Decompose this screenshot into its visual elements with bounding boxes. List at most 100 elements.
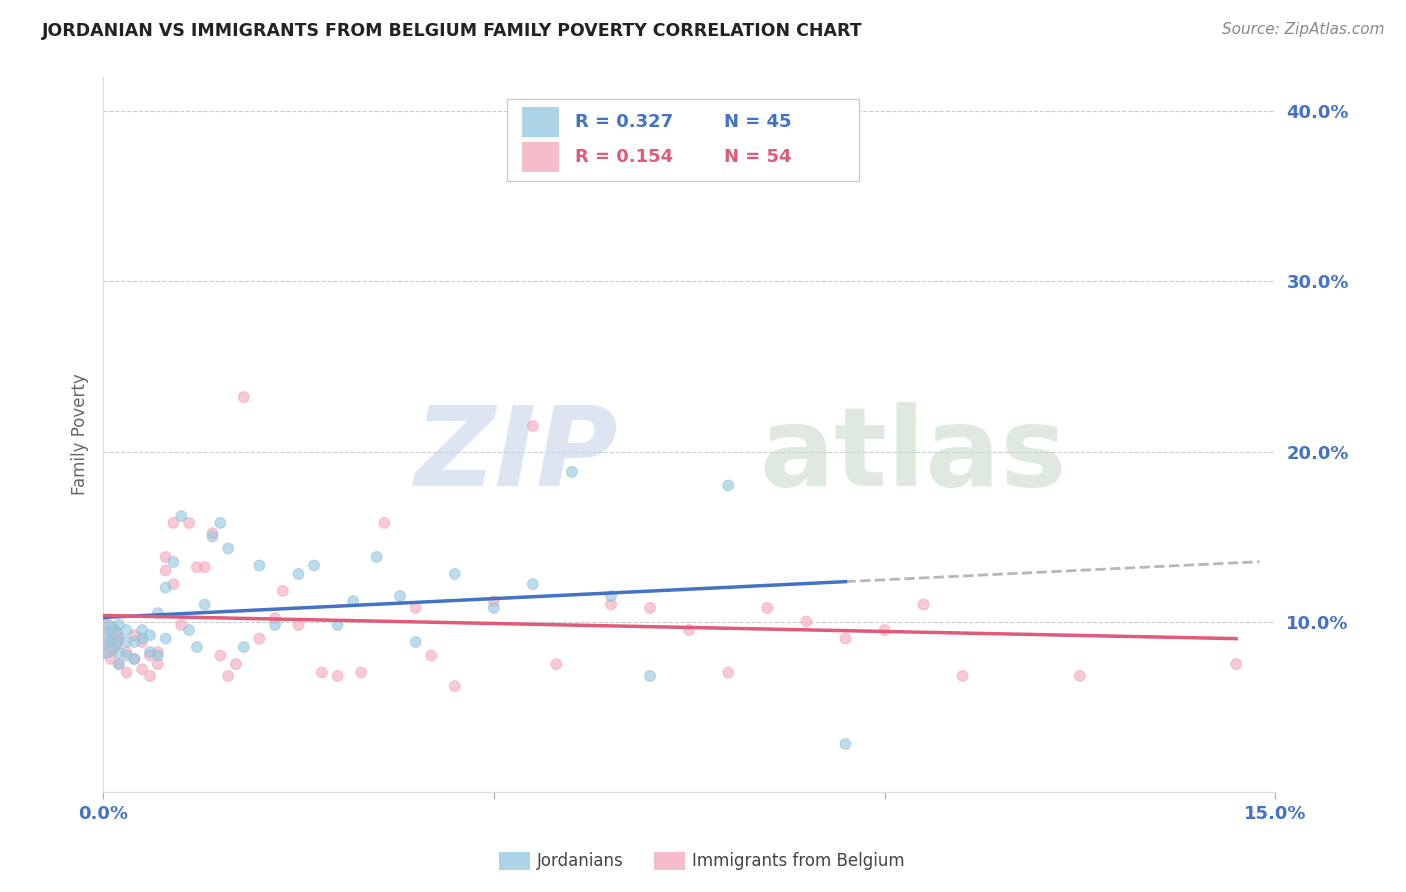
Point bbox=[124, 652, 146, 666]
Point bbox=[247, 558, 270, 573]
Point bbox=[162, 516, 184, 530]
Point bbox=[287, 566, 309, 581]
Point bbox=[225, 657, 247, 671]
FancyBboxPatch shape bbox=[522, 143, 560, 172]
Point bbox=[146, 657, 169, 671]
Point bbox=[115, 648, 138, 663]
Point bbox=[522, 419, 544, 434]
Point bbox=[326, 618, 349, 632]
Point bbox=[139, 628, 162, 642]
Point bbox=[186, 640, 208, 654]
Point bbox=[389, 589, 412, 603]
Point bbox=[100, 623, 122, 637]
Point bbox=[342, 594, 364, 608]
Point bbox=[326, 669, 349, 683]
Point bbox=[834, 632, 856, 646]
Point bbox=[115, 635, 138, 649]
Text: ZIP: ZIP bbox=[415, 402, 619, 509]
Point bbox=[131, 632, 153, 646]
Point bbox=[131, 635, 153, 649]
Point bbox=[482, 601, 505, 615]
Point bbox=[115, 665, 138, 680]
Point bbox=[600, 598, 623, 612]
Point bbox=[194, 560, 217, 574]
Point bbox=[522, 577, 544, 591]
Text: R = 0.154: R = 0.154 bbox=[575, 148, 673, 167]
Point bbox=[139, 645, 162, 659]
Point bbox=[186, 560, 208, 574]
Text: Jordanians: Jordanians bbox=[537, 852, 624, 870]
Point bbox=[561, 465, 583, 479]
Text: Immigrants from Belgium: Immigrants from Belgium bbox=[692, 852, 904, 870]
Point bbox=[366, 549, 388, 564]
Point bbox=[482, 594, 505, 608]
Point bbox=[217, 669, 239, 683]
Point bbox=[146, 606, 169, 620]
Point bbox=[146, 645, 169, 659]
Point bbox=[155, 549, 177, 564]
Point bbox=[107, 632, 129, 646]
Point bbox=[678, 623, 700, 637]
Point bbox=[756, 601, 779, 615]
Point bbox=[177, 623, 200, 637]
Point bbox=[232, 390, 254, 404]
Point bbox=[201, 526, 224, 541]
Point bbox=[139, 669, 162, 683]
FancyBboxPatch shape bbox=[522, 107, 560, 136]
Point bbox=[287, 618, 309, 632]
Point bbox=[91, 632, 114, 646]
Point bbox=[139, 648, 162, 663]
Point bbox=[100, 640, 122, 654]
Point bbox=[217, 541, 239, 556]
Point bbox=[115, 623, 138, 637]
Point bbox=[373, 516, 395, 530]
Point bbox=[155, 564, 177, 578]
Point bbox=[717, 478, 740, 492]
Point bbox=[405, 601, 427, 615]
Point bbox=[131, 623, 153, 637]
Point bbox=[100, 635, 122, 649]
Point bbox=[600, 589, 623, 603]
Point bbox=[443, 566, 465, 581]
Point bbox=[107, 657, 129, 671]
Point bbox=[162, 577, 184, 591]
Point bbox=[443, 679, 465, 693]
Point bbox=[546, 657, 568, 671]
Point bbox=[420, 648, 443, 663]
Text: N = 45: N = 45 bbox=[724, 112, 792, 131]
Point bbox=[717, 665, 740, 680]
Point bbox=[209, 648, 232, 663]
Point bbox=[131, 662, 153, 676]
Y-axis label: Family Poverty: Family Poverty bbox=[72, 374, 89, 495]
Point bbox=[796, 615, 818, 629]
Point bbox=[1225, 657, 1247, 671]
Point bbox=[264, 611, 287, 625]
Text: Source: ZipAtlas.com: Source: ZipAtlas.com bbox=[1222, 22, 1385, 37]
Point bbox=[302, 558, 325, 573]
Point bbox=[350, 665, 373, 680]
Point bbox=[264, 618, 287, 632]
Point bbox=[247, 632, 270, 646]
Point bbox=[115, 645, 138, 659]
FancyBboxPatch shape bbox=[508, 99, 859, 181]
Point bbox=[91, 632, 114, 646]
Point bbox=[124, 652, 146, 666]
Point bbox=[162, 555, 184, 569]
Point bbox=[638, 669, 661, 683]
Point bbox=[170, 618, 193, 632]
Text: N = 54: N = 54 bbox=[724, 148, 792, 167]
Text: atlas: atlas bbox=[759, 402, 1067, 509]
Point bbox=[638, 601, 661, 615]
Point bbox=[107, 657, 129, 671]
Point bbox=[155, 632, 177, 646]
Point bbox=[1069, 669, 1091, 683]
Point bbox=[834, 737, 856, 751]
Point bbox=[952, 669, 974, 683]
Point bbox=[209, 516, 232, 530]
Point bbox=[107, 645, 129, 659]
Point bbox=[405, 635, 427, 649]
Point bbox=[201, 529, 224, 543]
Point bbox=[107, 618, 129, 632]
Point bbox=[177, 516, 200, 530]
Point bbox=[100, 652, 122, 666]
